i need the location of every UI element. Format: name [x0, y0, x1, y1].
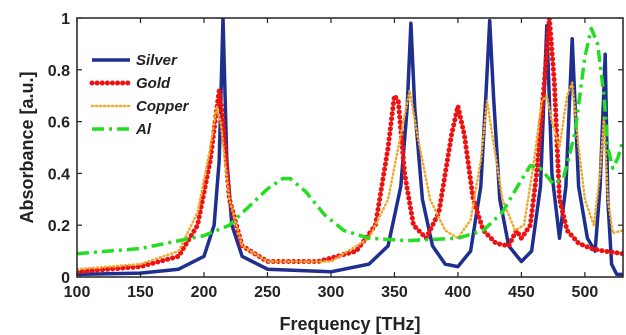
series-line-gold: [77, 18, 623, 275]
axis-ticks: 100 150 200 250 300 350 400 450 500 0 0.2 0.4 0.6 0.8…: [48, 11, 623, 301]
legend: Silver Gold Copper Al: [89, 52, 190, 138]
y-tick-label: 1: [61, 11, 70, 28]
x-tick-label: 450: [508, 284, 535, 301]
x-tick-label: 350: [381, 284, 408, 301]
plot-frame: [76, 17, 624, 278]
series-line-copper: [77, 81, 623, 271]
series-line-al: [77, 26, 623, 256]
y-tick-label: 0.4: [48, 166, 70, 183]
y-tick-label: 0.6: [48, 115, 70, 132]
x-tick-label: 150: [127, 284, 154, 301]
x-axis-label: Frequency [THz]: [279, 314, 420, 334]
y-tick-label: 0: [61, 270, 70, 287]
x-tick-label: 400: [445, 284, 472, 301]
legend-label-copper: Copper: [136, 98, 190, 115]
x-tick-label: 200: [191, 284, 218, 301]
x-tick-label: 250: [254, 284, 281, 301]
plot-lines: [77, 18, 623, 277]
y-tick-label: 0.2: [48, 218, 70, 235]
x-tick-label: 500: [572, 284, 599, 301]
x-tick-label: 300: [318, 284, 345, 301]
y-axis-label: Absorbance [a.u.]: [17, 71, 37, 223]
legend-label-gold: Gold: [136, 75, 171, 92]
legend-label-silver: Silver: [136, 52, 178, 69]
legend-label-al: Al: [135, 121, 152, 138]
y-tick-label: 0.8: [48, 63, 70, 80]
x-tick-label: 100: [64, 284, 91, 301]
